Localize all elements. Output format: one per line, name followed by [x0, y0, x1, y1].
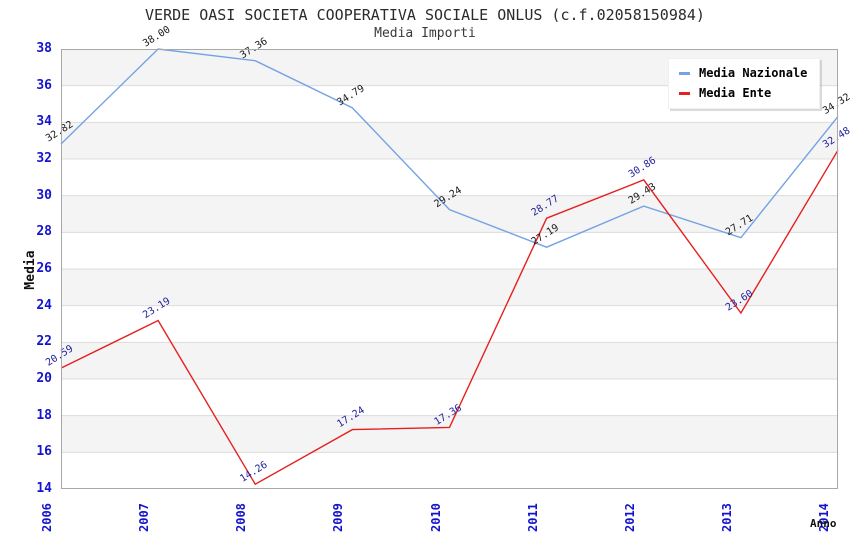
background-band: [61, 122, 838, 159]
background-band: [61, 159, 838, 196]
y-tick-label: 16: [36, 444, 52, 460]
x-tick-label: 2008: [234, 503, 249, 532]
legend-marker-icon: [679, 71, 690, 75]
media-ente-line: [60, 149, 839, 486]
legend-item-media-nazionale: Media Nazionale: [679, 66, 807, 80]
background-band: [61, 379, 838, 416]
y-tick-label: 38: [36, 41, 52, 56]
media-nazionale-line: [60, 48, 839, 248]
x-tick-label: 2010: [428, 503, 443, 532]
y-tick-label: 30: [36, 187, 52, 203]
background-band: [61, 452, 838, 489]
y-tick-label: 26: [36, 261, 52, 276]
x-tick-label: 2006: [40, 503, 54, 532]
y-tick-label: 36: [36, 77, 52, 93]
y-tick-label: 32: [36, 151, 52, 166]
chart-subtitle: Media Importi: [374, 26, 476, 41]
legend: Media Nazionale Media Ente: [668, 58, 821, 109]
plot-area: 32.82 38.00 37.36 34.79 29.24 27.19 29.43 27.71…: [44, 24, 850, 489]
y-tick-label: 22: [36, 334, 52, 350]
background-band: [61, 415, 838, 453]
x-tick-label: 2013: [719, 503, 734, 532]
y-tick-label: 24: [36, 297, 52, 313]
chart-title: VERDE OASI SOCIETA COOPERATIVA SOCIALE O…: [145, 6, 705, 24]
x-axis-title: Anno: [810, 517, 837, 530]
legend-label: Media Nazionale: [699, 66, 808, 80]
x-tick-label: 2011: [525, 503, 540, 532]
legend-marker-icon: [679, 91, 690, 95]
background-band: [61, 232, 838, 269]
y-tick-label: 18: [36, 407, 52, 423]
legend-label: Media Ente: [699, 86, 772, 100]
y-tick-label: 14: [36, 481, 52, 496]
x-tick-label: 2007: [137, 503, 152, 532]
background-band: [61, 269, 838, 306]
plot-border: [61, 49, 838, 489]
y-tick-label: 34: [36, 114, 52, 130]
x-tick-label: 2009: [331, 503, 346, 532]
legend-item-media-ente: Media Ente: [679, 86, 807, 100]
y-tick-label: 28: [36, 224, 52, 240]
y-tick-label: 20: [36, 371, 52, 386]
background-band: [61, 305, 838, 343]
background-band: [61, 342, 838, 379]
background-band: [61, 195, 838, 233]
x-tick-label: 2012: [622, 503, 637, 532]
